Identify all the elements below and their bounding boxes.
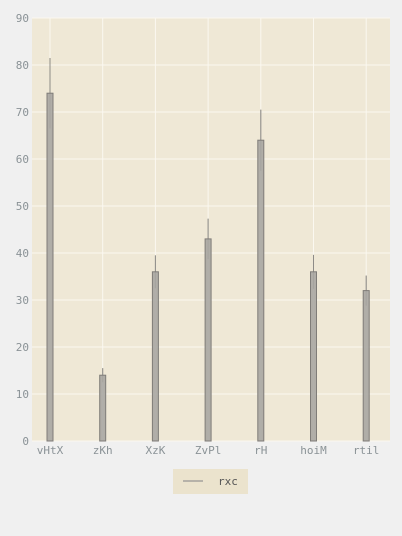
x-tick-label: rtil (353, 444, 380, 457)
bar (310, 271, 317, 442)
y-tick-label: 20 (16, 341, 29, 354)
legend: rxc (173, 469, 248, 494)
bar (99, 374, 107, 442)
y-tick-label: 0 (22, 435, 29, 448)
y-tick-label: 60 (16, 153, 29, 166)
bar (204, 238, 212, 442)
x-tick-label: ZvPl (195, 444, 222, 457)
y-tick-label: 10 (16, 388, 29, 401)
bar (46, 92, 54, 442)
y-tick-label: 40 (16, 247, 29, 260)
y-tick-label: 80 (16, 59, 29, 72)
bar (362, 290, 370, 442)
x-tick-label: hoiM (300, 444, 327, 457)
x-tick-label: rH (254, 444, 267, 457)
x-axis-tick-labels: vHtX zKh XzK ZvPl rH hoiM rtil (37, 444, 380, 457)
y-tick-label: 70 (16, 106, 29, 119)
bar (257, 139, 265, 442)
y-tick-label: 30 (16, 294, 29, 307)
x-tick-label: vHtX (37, 444, 64, 457)
y-tick-label: 50 (16, 200, 29, 213)
bar (151, 271, 159, 442)
legend-label-rxc: rxc (218, 475, 238, 488)
x-tick-label: zKh (93, 444, 113, 457)
x-tick-label: XzK (145, 444, 165, 457)
y-tick-label: 90 (16, 12, 29, 25)
bars (46, 92, 370, 442)
y-axis-tick-labels: 0 10 20 30 40 50 60 70 80 90 (16, 12, 29, 448)
